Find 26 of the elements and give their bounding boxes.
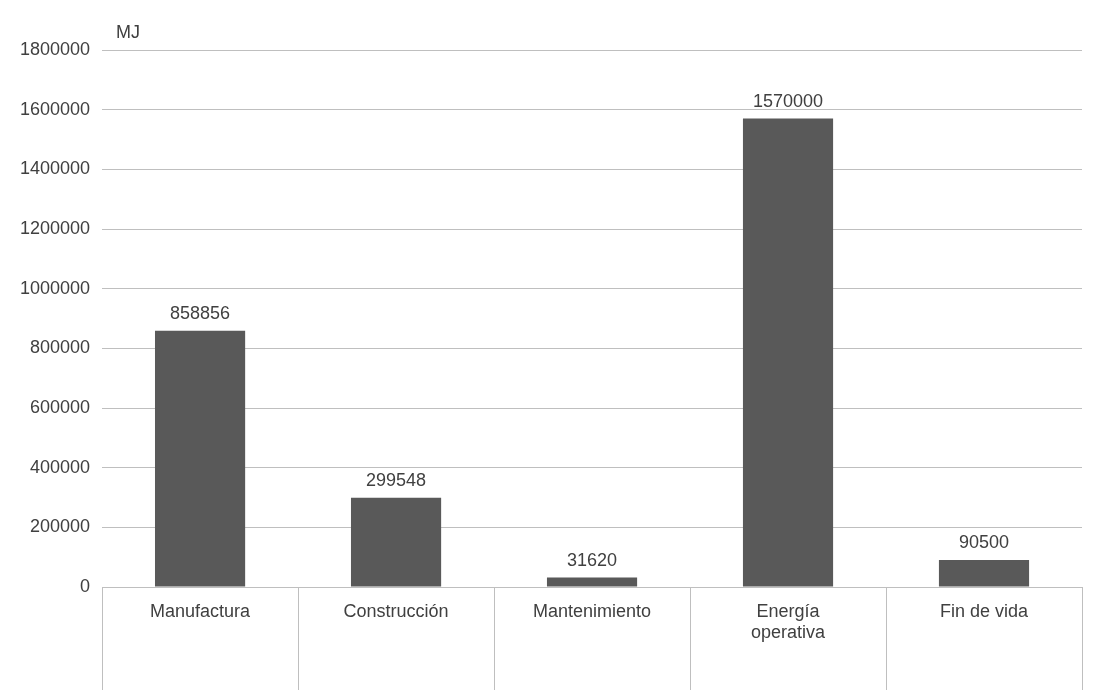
y-axis-title: MJ [116, 21, 141, 42]
data-label: 858856 [170, 302, 231, 323]
y-tick-label: 1200000 [20, 217, 91, 238]
bar [742, 118, 834, 587]
y-tick-label: 1600000 [20, 98, 91, 119]
y-tick-label: 1400000 [20, 158, 91, 179]
y-tick-label: 800000 [30, 337, 91, 358]
x-tick-label: Fin de vida [939, 600, 1030, 621]
x-tick-label: Manufactura [150, 600, 252, 621]
y-tick-label: 400000 [30, 456, 91, 477]
data-label: 1570000 [752, 90, 824, 111]
y-tick-label: 1000000 [20, 277, 91, 298]
y-tick-label: 0 [80, 575, 91, 596]
bar [350, 497, 442, 587]
data-label: 31620 [567, 549, 618, 570]
y-tick-label: 600000 [30, 396, 91, 417]
bar [938, 560, 1030, 587]
data-label: 90500 [958, 531, 1010, 552]
x-tick-label: Energía operativa [750, 600, 827, 643]
y-tick-label: 1800000 [20, 38, 91, 59]
y-tick-label: 200000 [30, 516, 91, 537]
x-tick-label: Mantenimiento [533, 600, 652, 621]
x-tick-label: Construcción [343, 600, 449, 621]
bar [154, 330, 246, 587]
bar [546, 577, 638, 587]
data-label: 299548 [366, 469, 427, 490]
